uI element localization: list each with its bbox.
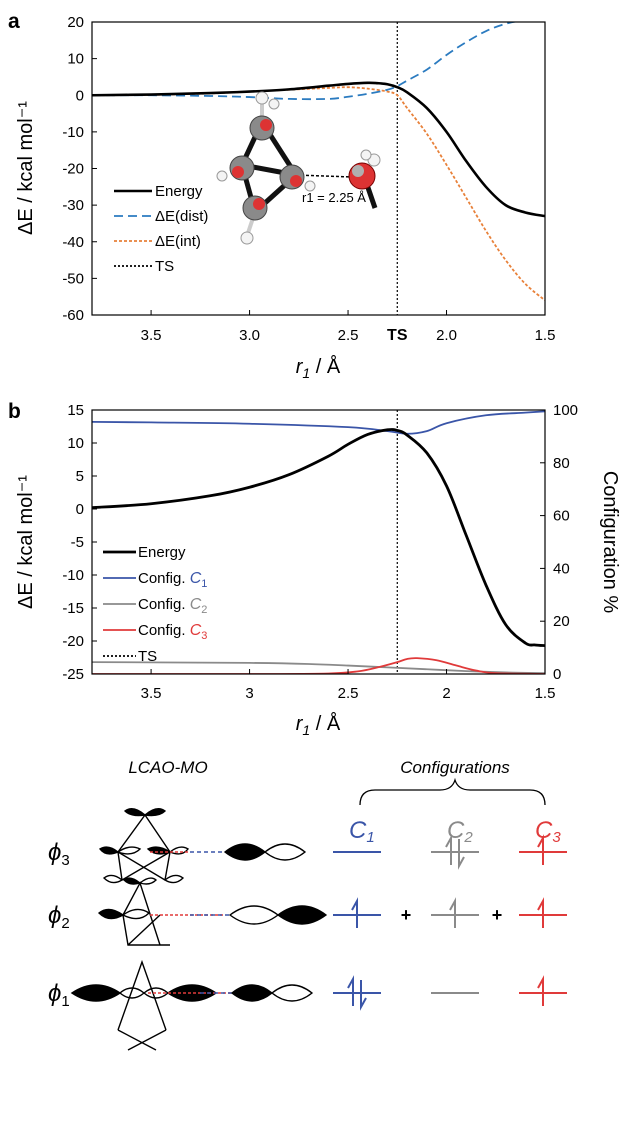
panel-b-legend: Energy Config. C1 Config. C2 Config. C3 TS bbox=[103, 544, 207, 665]
distance-label: r1 = 2.25 Å bbox=[302, 190, 366, 205]
panel-b-y-axis-label: ΔE / kcal mol⁻¹ bbox=[15, 475, 37, 609]
panel-a-legend: Energy ΔE(dist) ΔE(int) TS bbox=[114, 183, 208, 275]
panel-b-legend-label: Config. C3 bbox=[138, 622, 207, 642]
panel-a-x-tick-label: 1.5 bbox=[535, 327, 556, 344]
panel-a-x-tick-label: 3.0 bbox=[239, 327, 260, 344]
panel-a-y-axis-label: ΔE / kcal mol⁻¹ bbox=[15, 101, 37, 235]
phi2-orbital-sketch bbox=[97, 877, 328, 946]
panel-b-legend-label: Energy bbox=[138, 544, 186, 561]
panel-b-y-tick-label: 10 bbox=[67, 435, 84, 452]
orbital-sketches bbox=[70, 808, 328, 1051]
panel-b-y-tick-label: -25 bbox=[62, 666, 84, 683]
panel-a-series-energy bbox=[92, 81, 545, 218]
plus-sign: + bbox=[492, 905, 503, 925]
panel-a-legend-label: TS bbox=[155, 258, 174, 275]
orbital-ϕ3-label: ϕ3 bbox=[48, 839, 70, 869]
panel-b-x-tick-label: 3.5 bbox=[141, 685, 162, 702]
phi3-orbital-sketch bbox=[98, 808, 307, 884]
molecule-inset: r1 = 2.25 Å bbox=[216, 91, 381, 245]
lcao-mo-header: LCAO-MO bbox=[128, 758, 207, 777]
configurations-brace bbox=[359, 777, 546, 806]
panel-a-y-tick-label: -50 bbox=[62, 270, 84, 287]
panel-a-y-tick-label: 0 bbox=[76, 87, 84, 104]
orbital-ϕ1-label: ϕ1 bbox=[48, 980, 70, 1010]
panel-a-series-dist bbox=[92, 22, 519, 101]
panel-a-y-tick-label: -30 bbox=[62, 197, 84, 214]
panel-a-y-tick-label: 20 bbox=[67, 14, 84, 31]
plus-sign: + bbox=[401, 905, 412, 925]
spin-up-arrow bbox=[537, 897, 544, 928]
panel-b-x-tick-label: 2.5 bbox=[338, 685, 359, 702]
panel-b-legend-label: TS bbox=[138, 648, 157, 665]
panel-b-y-tick-label: -20 bbox=[62, 633, 84, 650]
panel-a-label: a bbox=[8, 10, 20, 33]
panel-b-x-tick-label: 2 bbox=[442, 685, 450, 702]
spin-up-arrow bbox=[445, 834, 452, 865]
panel-a-y-tick-label: 10 bbox=[67, 51, 84, 68]
panel-a-chart: a 3.5 3.0 2.5 2.0 1.5 20 10 0 -10 -20 -30 -40 -50 -6… bbox=[8, 10, 555, 381]
spin-up-arrow bbox=[347, 975, 354, 1006]
panel-b-y-tick-label: 15 bbox=[67, 402, 84, 419]
spin-down-arrow bbox=[360, 980, 367, 1011]
orbital-ϕ2-label: ϕ2 bbox=[48, 902, 70, 932]
panel-a-series-int bbox=[92, 86, 545, 302]
panel-b-series-energy bbox=[92, 428, 545, 648]
panel-a-legend-label: Energy bbox=[155, 183, 203, 200]
spin-up-arrow bbox=[449, 897, 456, 928]
panel-b-series-c3 bbox=[92, 657, 545, 674]
panel-b-x-tick-label: 1.5 bbox=[535, 685, 556, 702]
panel-b-y-right-tick-label: 100 bbox=[553, 402, 578, 419]
panel-b-x-tick-label: 3 bbox=[245, 685, 253, 702]
spin-up-arrow bbox=[351, 897, 358, 928]
panel-b-y-right-tick-label: 80 bbox=[553, 455, 570, 472]
panel-b-y-tick-label: -10 bbox=[62, 567, 84, 584]
panel-a-y-tick-label: -40 bbox=[62, 234, 84, 251]
spin-up-arrow bbox=[537, 834, 544, 865]
panel-a-y-tick-label: -20 bbox=[62, 161, 84, 178]
panel-b-legend-label: Config. C2 bbox=[138, 596, 207, 616]
panel-b-series-c1 bbox=[92, 410, 545, 435]
panel-b-y-tick-label: 0 bbox=[76, 501, 84, 518]
panel-a-x-tick-label: 2.5 bbox=[338, 327, 359, 344]
panel-b-chart: b 3.5 3 2.5 2 1.5 15 10 5 0 -5 -10 -15 -20 -25 100 80… bbox=[8, 400, 621, 738]
panel-b-y-right-tick-label: 20 bbox=[553, 613, 570, 630]
panel-b-y-tick-label: 5 bbox=[76, 468, 84, 485]
panel-b-y-right-tick-label: 0 bbox=[553, 666, 561, 683]
panel-b-y-right-tick-label: 40 bbox=[553, 560, 570, 577]
configurations-header: Configurations bbox=[400, 758, 510, 777]
panel-b-label: b bbox=[8, 400, 21, 423]
panel-a-x-axis-label: r1 / Å bbox=[296, 355, 341, 381]
panel-a-legend-label: ΔE(int) bbox=[155, 233, 201, 250]
panel-b-y-right-label: Configuration % bbox=[599, 471, 621, 614]
panel-a-y-tick-label: -60 bbox=[62, 307, 84, 324]
panel-a-ts-tick-label: TS bbox=[387, 327, 408, 344]
panel-b-y-tick-label: -5 bbox=[71, 534, 84, 551]
panel-a-x-tick-label: 3.5 bbox=[141, 327, 162, 344]
panel-a-y-tick-label: -10 bbox=[62, 124, 84, 141]
spin-down-arrow bbox=[458, 839, 465, 870]
config-C1-header: C1 bbox=[349, 817, 375, 846]
config-C3-header: C3 bbox=[535, 817, 561, 846]
phi1-orbital-sketch bbox=[70, 959, 314, 1051]
panel-a-legend-label: ΔE(dist) bbox=[155, 208, 208, 225]
panel-a-x-tick-label: 2.0 bbox=[436, 327, 457, 344]
panel-b-y-right-tick-label: 60 bbox=[553, 508, 570, 525]
spin-up-arrow bbox=[537, 975, 544, 1006]
panel-b-y-tick-label: -15 bbox=[62, 600, 84, 617]
panel-b-legend-label: Config. C1 bbox=[138, 570, 207, 590]
panel-b-x-axis-label: r1 / Å bbox=[296, 712, 341, 738]
